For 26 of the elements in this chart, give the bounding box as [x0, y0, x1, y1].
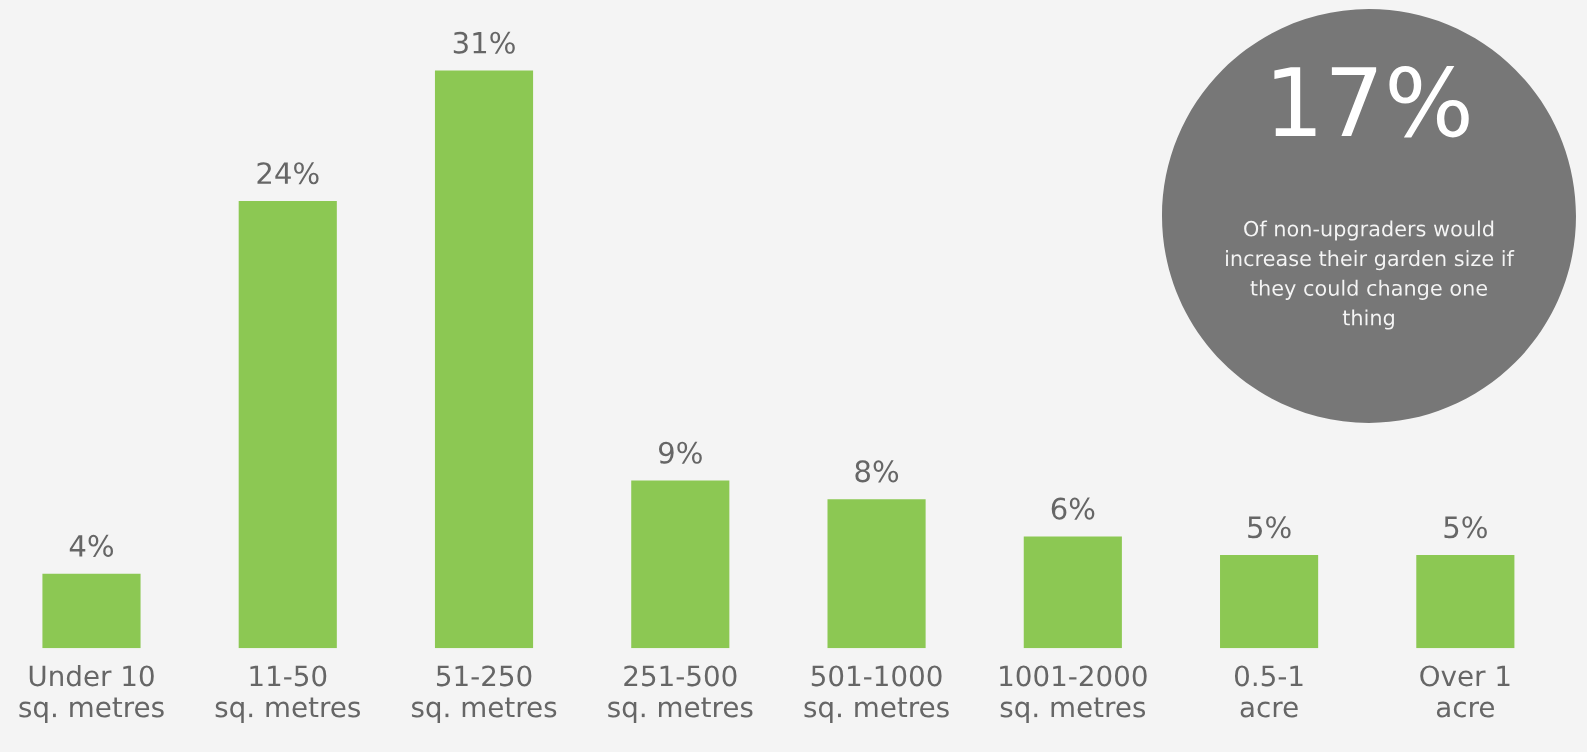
annotation: Of non-upgraders would increase their garden size if they could change one thing: [1226, 220, 1515, 330]
bar: [238, 200, 337, 649]
x-tick-label: 51-250 sq. metres: [411, 665, 557, 723]
x-tick-label: 1001-2000 sq. metres: [1000, 665, 1147, 723]
bar: [1220, 555, 1319, 649]
x-tick-label: 251-500 sq. metres: [608, 665, 753, 723]
data-label: 9%: [658, 441, 702, 464]
x-tick-label: 501-1000 sq. metres: [804, 665, 949, 723]
data-label: 5%: [1444, 516, 1487, 539]
data-label: 6%: [1051, 497, 1095, 520]
bar: [631, 480, 730, 649]
bar: [1416, 555, 1515, 649]
bar: [434, 70, 534, 649]
x-tick-label: 0.5-1 acre: [1234, 665, 1303, 718]
bar: [42, 573, 141, 649]
bar: [827, 499, 926, 649]
x-tick-label: 11-50 sq. metres: [215, 665, 360, 723]
x-tick-label: Under 10 sq. metres: [19, 664, 164, 723]
data-label: 24%: [257, 162, 319, 185]
data-label: 5%: [1248, 516, 1291, 539]
x-tick-label: Over 1 acre: [1420, 665, 1510, 718]
annotation: 17%: [1274, 65, 1469, 138]
data-label: 8%: [855, 460, 899, 483]
data-label: 31%: [453, 31, 515, 54]
data-label: 4%: [69, 534, 114, 557]
bar: [1023, 536, 1122, 649]
